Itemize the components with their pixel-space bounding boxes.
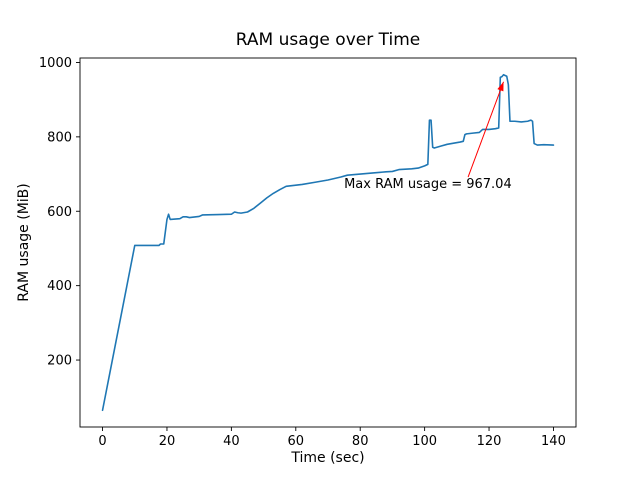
x-tick-label: 20 bbox=[159, 434, 176, 449]
x-tick-label: 80 bbox=[352, 434, 369, 449]
y-tick-label: 800 bbox=[47, 130, 72, 145]
annotation-arrow-line bbox=[467, 81, 505, 178]
x-tick-label: 120 bbox=[477, 434, 502, 449]
annotation-arrow-head bbox=[497, 81, 504, 92]
x-tick-label: 140 bbox=[541, 434, 566, 449]
y-axis-label: RAM usage (MiB) bbox=[16, 183, 32, 301]
x-axis-label: Time (sec) bbox=[290, 450, 364, 466]
axes-spines bbox=[79, 57, 577, 428]
ram-usage-line bbox=[101, 73, 555, 412]
x-tick-label: 100 bbox=[412, 434, 437, 449]
y-tick-label: 400 bbox=[47, 279, 72, 294]
y-tick-label: 1000 bbox=[39, 56, 72, 71]
x-tick-label: 60 bbox=[288, 434, 305, 449]
x-tick-label: 40 bbox=[223, 434, 240, 449]
y-tick-label: 600 bbox=[47, 205, 72, 220]
y-tick-label: 200 bbox=[47, 354, 72, 369]
chart-title: RAM usage over Time bbox=[236, 30, 420, 50]
x-tick-label: 0 bbox=[98, 434, 106, 449]
annotation-max-label: Max RAM usage = 967.04 bbox=[344, 177, 512, 192]
